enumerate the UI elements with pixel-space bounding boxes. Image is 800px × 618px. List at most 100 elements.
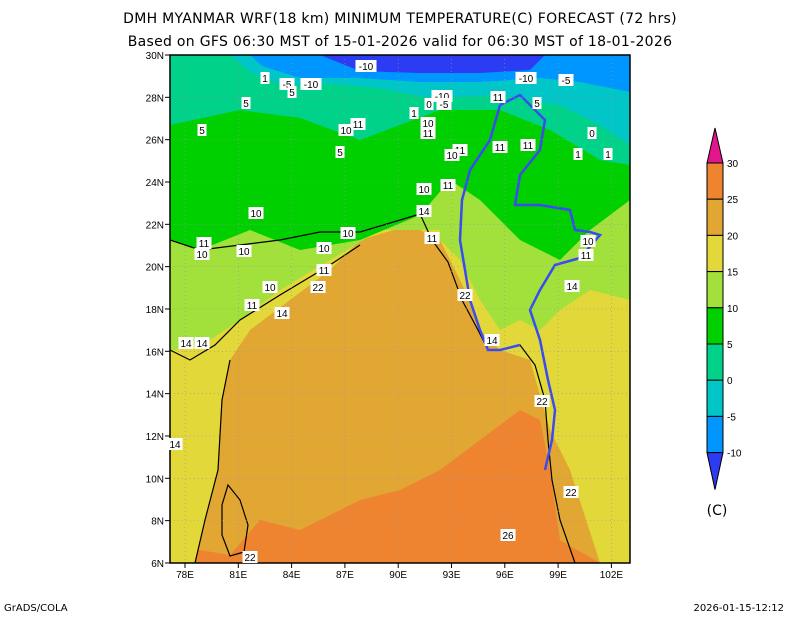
- contour-label-bg: [197, 124, 207, 136]
- lon-tick-label: 102E: [600, 570, 624, 581]
- contour-label: 11: [199, 239, 210, 250]
- contour-label: 10: [250, 209, 262, 220]
- colorbar-label: 10: [727, 304, 739, 315]
- contour-label-bg: [194, 337, 210, 349]
- contour-label: 10: [582, 237, 594, 248]
- lat-tick-label: 8N: [151, 517, 164, 528]
- lon-tick-label: 99E: [549, 570, 567, 581]
- axes: 78E 81E 84E 87E 90E 93E 96E 99E 102E 30N 28N 26N 24N…: [146, 51, 624, 581]
- contour-label: 1: [605, 150, 611, 161]
- contour-label: 22: [459, 291, 471, 302]
- contour-label: 11: [423, 129, 434, 140]
- colorbar: 30 25 20 15 10 5 0 -5 -10 (C): [706, 127, 742, 519]
- contour-label: 26: [502, 531, 514, 542]
- lon-tick-label: 96E: [496, 570, 514, 581]
- contour-label-bg: [580, 235, 596, 247]
- contour-label: 22: [565, 488, 577, 499]
- contour-label: 11: [443, 181, 454, 192]
- colorbar-bin: [706, 198, 724, 236]
- lat-tick-label: 24N: [146, 178, 164, 189]
- contour-label: 10: [340, 126, 352, 137]
- contour-label: 10: [196, 250, 208, 261]
- contour-label-bg: [350, 118, 366, 130]
- colorbar-label: 20: [727, 231, 739, 242]
- contour-label-bg: [287, 86, 297, 98]
- contour-label-bg: [563, 486, 579, 498]
- myanmar-border: [458, 93, 603, 471]
- contour-label: 10: [238, 247, 250, 258]
- contour-label-bg: [340, 227, 356, 239]
- lat-tick-label: 30N: [146, 51, 164, 62]
- colorbar-label: 30: [727, 159, 739, 170]
- contour-label: 11: [495, 143, 506, 154]
- contour-label: 11: [493, 93, 504, 104]
- contour-label-bg: [262, 281, 278, 293]
- map-subtitle: Based on GFS 06:30 MST of 15-01-2026 val…: [127, 34, 673, 50]
- contour-label-bg: [457, 289, 473, 301]
- colorbar-label: 5: [727, 340, 733, 351]
- contour-label-bg: [416, 183, 432, 195]
- contour-label: 5: [243, 99, 249, 110]
- footer-timestamp: 2026-01-15-12:12: [693, 603, 784, 614]
- colorbar-bin: [706, 307, 724, 345]
- contour-label-bg: [420, 117, 436, 129]
- contour-label: 14: [566, 282, 578, 293]
- contour-label-bg: [355, 60, 377, 72]
- contour-label-bg: [534, 395, 550, 407]
- contour-label-bg: [564, 280, 580, 292]
- contour-label: 22: [536, 397, 548, 408]
- contour-label-bg: [424, 232, 440, 244]
- contour-label: 22: [312, 283, 324, 294]
- lon-tick-label: 81E: [229, 570, 247, 581]
- map-title: DMH MYANMAR WRF(18 km) MINIMUM TEMPERATU…: [123, 11, 677, 27]
- contour-label: 10: [422, 119, 434, 130]
- colorbar-label: -5: [727, 412, 736, 423]
- contour-label-bg: [558, 74, 574, 86]
- contour-label: -10: [304, 80, 319, 91]
- contour-label-bg: [520, 139, 536, 151]
- contour-label: 11: [581, 251, 592, 262]
- contour-label: 10: [342, 229, 354, 240]
- contour-label: 11: [247, 301, 258, 312]
- contour-label-bg: [444, 149, 460, 161]
- lat-tick-label: 16N: [146, 347, 164, 358]
- contour-label: 11: [353, 120, 364, 131]
- colorbar-bin: [706, 162, 724, 200]
- contour-label-bg: [587, 127, 597, 139]
- colorbar-label: -10: [727, 449, 742, 460]
- footer-software: GrADS/COLA: [4, 603, 68, 614]
- contour-label-bg: [532, 97, 542, 109]
- contour-label: 11: [319, 266, 330, 277]
- contour-label: 5: [534, 99, 540, 110]
- contour-label: 1: [411, 109, 417, 120]
- colorbar-bin: [706, 415, 724, 454]
- colorbar-bin: [706, 343, 724, 381]
- contour-label: 14: [169, 440, 181, 451]
- contour-label-bg: [436, 98, 452, 110]
- contour-label: -5: [562, 76, 571, 87]
- lat-tick-label: 6N: [151, 559, 164, 570]
- contour-label: 22: [244, 553, 256, 564]
- lon-tick-label: 84E: [283, 570, 301, 581]
- lon-tick-label: 87E: [336, 570, 354, 581]
- contour-label-bg: [603, 148, 613, 160]
- contour-label: 1: [575, 150, 581, 161]
- contour-label-bg: [424, 98, 434, 110]
- colorbar-bin: [706, 234, 724, 273]
- contour-label: -10: [435, 92, 450, 103]
- contour-label: 0: [589, 129, 595, 140]
- lat-tick-label: 28N: [146, 93, 164, 104]
- lat-tick-label: 10N: [146, 474, 164, 485]
- colorbar-bin: [706, 271, 724, 309]
- colorbar-bottom-arrow: [706, 452, 724, 490]
- contour-label: -5: [283, 80, 292, 91]
- contour-label-bg: [244, 299, 260, 311]
- contour-label: 14: [180, 339, 192, 350]
- contour-label-bg: [338, 124, 354, 136]
- contour-label-bg: [241, 97, 251, 109]
- lon-tick-label: 93E: [443, 570, 461, 581]
- contour-label-bg: [274, 307, 290, 319]
- lat-tick-label: 14N: [146, 390, 164, 401]
- lat-tick-label: 18N: [146, 305, 164, 316]
